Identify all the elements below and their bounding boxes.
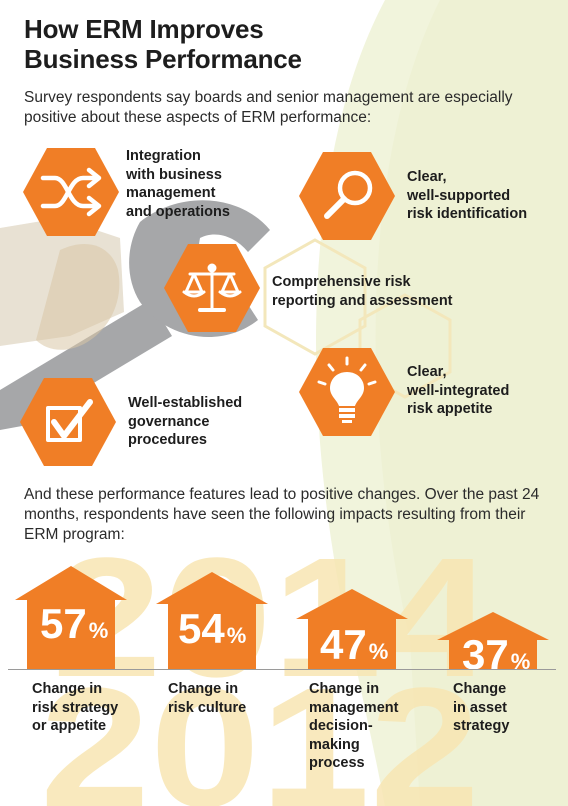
watermark-year-bottom: 2012 — [40, 653, 480, 806]
impact-arrow-risk-culture — [156, 572, 268, 670]
checkbox-icon — [46, 399, 93, 442]
feature-hex-risk-reporting — [164, 242, 260, 334]
impact-label-decision-making: Change in management decision- making pr… — [309, 681, 399, 771]
impact-arrow-decision-making — [296, 589, 408, 670]
shuffle-icon — [40, 167, 102, 217]
impact-value-risk-culture: 54% — [178, 605, 247, 652]
page-title: How ERM Improves Business Performance — [24, 14, 302, 74]
impact-label-risk-culture: Change in risk culture — [168, 681, 247, 716]
impact-label-asset-strategy: Change in asset strategy — [453, 681, 510, 734]
baseline-divider — [8, 669, 556, 670]
feature-hex-risk-identification — [299, 150, 395, 242]
intro-text: Survey respondents say boards and senior… — [24, 89, 513, 126]
feature-label-integration: Integration with business management and… — [126, 148, 230, 220]
feature-hex-governance — [20, 376, 116, 468]
feature-label-governance: Well-established governance procedures — [128, 395, 243, 448]
lightbulb-icon — [317, 356, 377, 423]
impacts-intro-text: And these performance features lead to p… — [24, 486, 540, 543]
impact-label-risk-strategy: Change in risk strategy or appetite — [32, 681, 119, 734]
feature-label-risk-identification: Clear, well-supported risk identificatio… — [407, 169, 528, 222]
impact-value-asset-strategy: 37% — [462, 631, 531, 678]
impact-arrow-asset-strategy — [437, 612, 549, 670]
impact-value-risk-strategy: 57% — [40, 600, 109, 647]
feature-label-risk-appetite: Clear, well-integrated risk appetite — [407, 364, 510, 417]
magnifier-icon — [324, 170, 373, 219]
scales-icon — [182, 263, 242, 312]
feature-hex-integration — [23, 146, 119, 238]
impact-arrow-risk-strategy — [15, 566, 127, 670]
feature-label-risk-reporting: Comprehensive risk reporting and assessm… — [272, 274, 453, 309]
feature-hex-risk-appetite — [299, 346, 395, 438]
impact-value-decision-making: 47% — [320, 621, 389, 668]
watermark-year-top: 2014 — [52, 523, 492, 713]
